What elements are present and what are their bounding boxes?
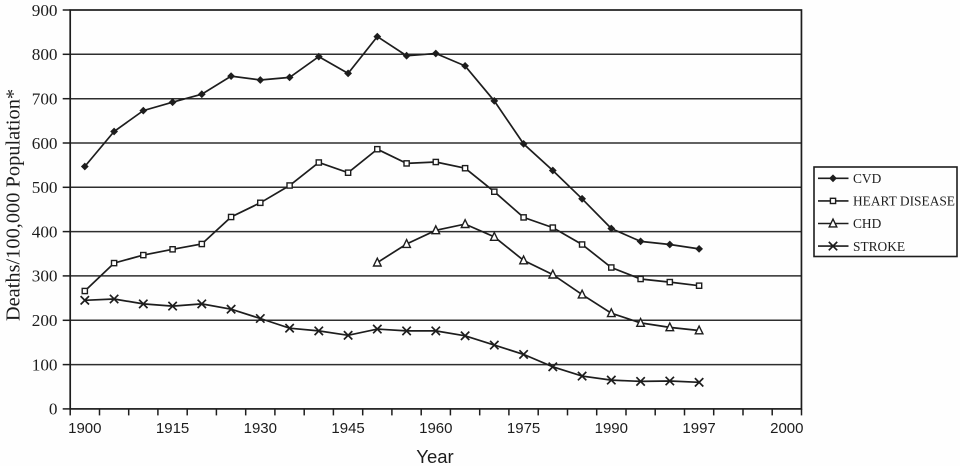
svg-text:HEART DISEASE: HEART DISEASE [853, 194, 955, 209]
svg-text:Deaths/100,000 Population*: Deaths/100,000 Population* [3, 89, 25, 321]
svg-text:600: 600 [32, 134, 58, 153]
svg-text:CVD: CVD [853, 171, 882, 186]
svg-text:900: 900 [32, 1, 58, 20]
svg-text:1915: 1915 [156, 420, 189, 437]
svg-text:500: 500 [32, 178, 58, 197]
svg-text:100: 100 [32, 355, 58, 374]
svg-text:STROKE: STROKE [853, 239, 905, 254]
svg-text:1960: 1960 [419, 420, 452, 437]
svg-text:1945: 1945 [331, 420, 364, 437]
svg-text:300: 300 [32, 267, 58, 286]
svg-text:1990: 1990 [595, 420, 628, 437]
svg-text:0: 0 [49, 400, 58, 419]
svg-text:800: 800 [32, 45, 58, 64]
svg-text:Year: Year [416, 446, 453, 466]
svg-text:1900: 1900 [68, 420, 101, 437]
svg-text:200: 200 [32, 311, 58, 330]
svg-text:2000: 2000 [770, 420, 803, 437]
svg-text:400: 400 [32, 222, 58, 241]
svg-text:700: 700 [32, 90, 58, 109]
svg-text:CHD: CHD [853, 216, 882, 231]
svg-text:1997: 1997 [682, 420, 715, 437]
svg-text:1975: 1975 [507, 420, 540, 437]
svg-text:1930: 1930 [244, 420, 277, 437]
